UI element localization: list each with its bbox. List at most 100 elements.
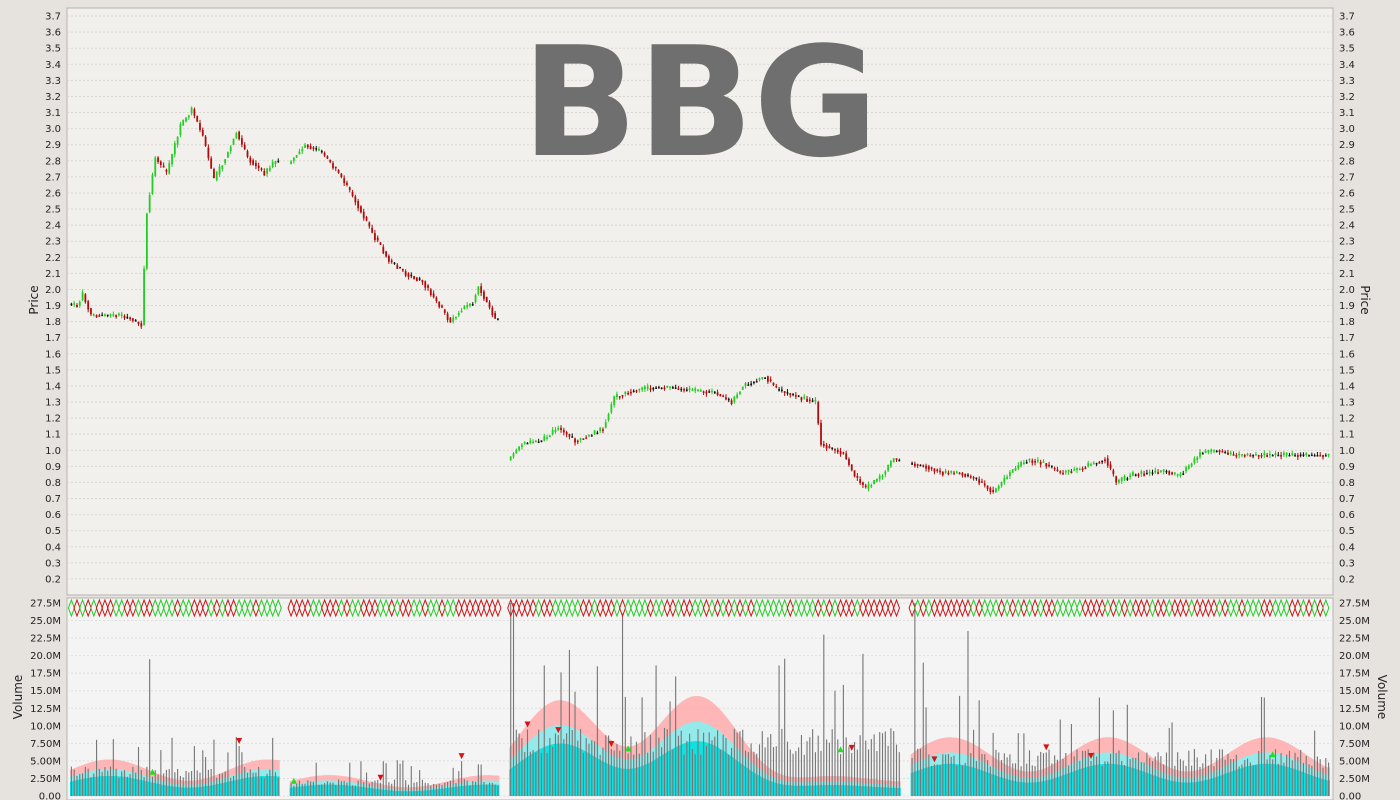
trend-marker	[919, 598, 927, 618]
volume-bar	[638, 753, 640, 796]
volume-bar	[647, 752, 649, 796]
price-tick-label-left: 2.8	[45, 156, 61, 167]
volume-bar	[1246, 758, 1249, 796]
volume-band-inner	[289, 784, 500, 796]
candle	[543, 436, 546, 441]
volume-bar	[1140, 761, 1142, 796]
candle	[1221, 451, 1224, 453]
candle	[1176, 474, 1179, 476]
candle	[312, 147, 315, 149]
volume-bar	[1121, 761, 1123, 796]
volume-bar	[419, 770, 421, 796]
trend-marker	[568, 598, 576, 618]
candle	[671, 387, 674, 389]
volume-bar	[1294, 752, 1296, 796]
volume-bar	[1056, 759, 1059, 796]
candle	[571, 436, 574, 438]
candle	[873, 480, 876, 485]
trend-marker	[252, 598, 260, 618]
volume-bar	[149, 659, 151, 796]
trend-marker	[540, 598, 548, 618]
trend-marker	[535, 598, 543, 618]
volume-bar	[1065, 752, 1067, 796]
volume-bar	[338, 779, 340, 796]
volume-bar	[1079, 760, 1081, 796]
volume-bar	[1244, 759, 1246, 796]
price-tick-label-right: 1.7	[1339, 333, 1355, 344]
volume-bar	[610, 749, 612, 796]
volume-bar	[458, 771, 460, 796]
candle	[602, 429, 604, 431]
volume-bar	[435, 784, 437, 796]
volume-signal-marker	[1043, 744, 1050, 751]
volume-bar	[1325, 758, 1327, 796]
volume-bar	[703, 732, 705, 796]
candle	[441, 305, 443, 308]
price-tick-label-left: 3.6	[45, 28, 61, 39]
candle	[649, 388, 652, 390]
trend-marker	[691, 598, 699, 618]
volume-bar	[881, 733, 884, 796]
volume-bar	[568, 649, 570, 796]
candle	[318, 148, 320, 151]
candle	[246, 151, 249, 157]
volume-bar	[73, 769, 75, 796]
candle	[1243, 455, 1246, 457]
volume-bar	[613, 750, 615, 796]
volume-tick-label-right: 20.0M	[1339, 651, 1370, 662]
volume-bar	[689, 733, 691, 796]
volume-tick-label-right: 22.5M	[1339, 634, 1370, 645]
candle	[491, 307, 494, 316]
candle	[1157, 472, 1159, 474]
candle	[129, 317, 131, 320]
candle	[992, 489, 995, 493]
candle	[955, 471, 958, 474]
candle	[769, 379, 772, 382]
volume-bar	[216, 777, 218, 796]
candle	[1190, 463, 1193, 467]
candle	[1112, 470, 1115, 475]
price-tick-label-right: 2.6	[1339, 188, 1355, 199]
candle	[1104, 459, 1106, 462]
volume-bar	[630, 736, 632, 796]
candle	[1106, 458, 1109, 466]
volume-bar	[140, 770, 142, 796]
candle	[90, 308, 92, 315]
trend-marker	[747, 598, 755, 618]
candle	[1196, 457, 1199, 460]
trend-marker	[1305, 598, 1313, 618]
volume-bar	[312, 781, 314, 796]
candle	[1118, 479, 1120, 483]
candle	[635, 390, 638, 392]
candle	[368, 222, 371, 227]
price-tick-label-right: 0.7	[1339, 494, 1355, 505]
candle	[157, 157, 159, 162]
trend-marker	[624, 598, 632, 618]
candle	[1204, 450, 1207, 453]
candle	[1017, 465, 1020, 469]
volume-bar	[1291, 760, 1293, 796]
volume-bar	[1093, 752, 1095, 796]
candle	[529, 440, 532, 443]
trend-marker	[190, 598, 198, 618]
trend-marker	[494, 598, 502, 618]
volume-bar	[691, 748, 693, 796]
volume-bar	[956, 765, 958, 796]
volume-bar	[427, 783, 429, 796]
candle	[941, 471, 944, 476]
price-tick-label-right: 1.2	[1339, 414, 1355, 425]
volume-bar	[515, 729, 517, 796]
volume-bar	[826, 739, 828, 796]
volume-bar	[675, 676, 677, 796]
volume-bar	[1031, 765, 1033, 796]
candle	[638, 388, 641, 391]
price-tick-label-right: 1.9	[1339, 301, 1355, 312]
volume-bar	[577, 740, 579, 796]
volume-bar	[1328, 762, 1330, 796]
trend-marker	[483, 598, 491, 618]
volume-bar	[739, 731, 741, 796]
trend-marker	[274, 598, 282, 618]
candle	[565, 432, 568, 435]
candle	[204, 136, 207, 146]
trend-marker	[507, 598, 515, 618]
